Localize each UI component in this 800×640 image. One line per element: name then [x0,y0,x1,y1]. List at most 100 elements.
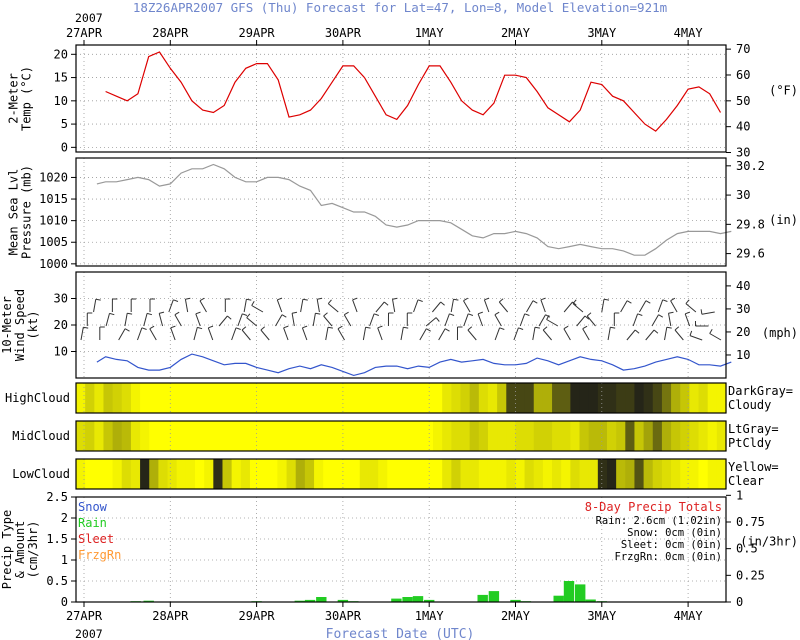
wind-barb [199,300,207,313]
wind-barb [576,315,586,327]
wind-barb-flag [494,311,500,316]
y-tick-label: 1005 [39,235,68,249]
wind-barb-flag [546,314,550,320]
cloud-cell [130,421,141,451]
wind-barb [207,327,214,341]
precip-legend-item: Sleet [78,532,114,546]
cloud-cell [661,421,672,451]
cloud-cell [295,383,306,413]
cloud-cell [149,459,159,489]
cloud-cell [332,421,343,451]
y-axis-label-line: (cm/3hr) [26,521,40,579]
date-label-bottom: 29APR [239,609,276,623]
cloud-cell [76,383,86,413]
cloud-cell [359,383,370,413]
cloud-cell [112,383,123,413]
cloud-cell [689,459,700,489]
wind-barb-flag [392,297,398,300]
wind-barb-flag [141,327,147,330]
cloud-cell [121,383,132,413]
cloud-cell [497,459,507,489]
wind-barb-flag [518,327,524,330]
cloud-cell [185,383,196,413]
right-y-tick-label: 30 [736,302,750,316]
cloud-cell [487,421,498,451]
cloud-cell [359,421,370,451]
wind-barb-flag [317,297,323,300]
cloud-cell [259,421,269,451]
wind-barb-flag [545,314,551,318]
y-axis-label-line: Precip Type [0,510,14,589]
cloud-cell [277,459,288,489]
wind-barb-flag [674,326,680,331]
y-axis-label-line: Pressure (mb) [20,165,34,259]
wind-barb [685,303,697,313]
cloud-cell [451,459,462,489]
wind-barb [538,314,546,327]
cloud-cell [533,383,544,413]
precip-bar [337,599,349,602]
cloud-cell [616,421,626,451]
cloud-cell [634,383,645,413]
wind-barb-flag [670,297,676,302]
precip-bar [402,597,413,602]
cloud-cell [616,459,626,489]
wind-barb-flag [645,300,651,304]
right-y-tick-label: 30 [736,146,750,160]
wind-barb [444,313,450,327]
date-label-bottom: 3MAY [587,609,617,623]
cloud-cell [552,421,562,451]
wind-barb-flag [242,313,248,316]
precip-legend-item: FrzgRn [78,548,121,562]
cloud-cell [588,421,599,451]
wind-barb-flag [499,327,505,330]
cloud-cell [542,421,553,451]
cloud-cell [103,421,114,451]
cloud-cell [231,421,242,451]
wind-barb [626,329,636,341]
wind-barb [275,314,283,327]
wind-barb-flag [197,326,203,330]
cloud-cell [634,421,645,451]
cloud-cell [314,459,324,489]
cloud-cell [149,383,159,413]
cloud-cell [643,459,654,489]
cloud-cell [698,383,709,413]
y-axis-label-line: Temp (°C) [20,66,34,131]
right-unit-label: (°F) [769,84,798,98]
cloud-cell [195,383,205,413]
wind-barb-flag [315,312,321,315]
cloud-cell [259,459,269,489]
y-tick-label: 20 [54,318,68,332]
wind-barb-flag [532,300,538,304]
wind-barb-flag [417,299,423,302]
wind-barb [93,299,97,313]
cloud-legend-line: Clear [728,474,764,488]
cloud-cell [85,421,95,451]
cloud-cell [442,421,452,451]
precip-total-line: Sleet: 0cm (0in) [621,539,722,551]
date-label-top: 28APR [152,26,189,40]
wind-barb-flag [584,315,590,320]
right-y-tick-label: 0.75 [736,515,765,529]
wind-barb [237,313,243,327]
cloud-cell [359,459,370,489]
cloud-cell [195,459,205,489]
wind-barb-flag [251,300,255,306]
y-axis-label-line: (kt) [26,311,40,340]
wind-barb [392,299,396,313]
cloud-cell [689,421,700,451]
cloud-cell [707,459,718,489]
cloud-cell [680,383,690,413]
wind-barb [375,301,385,313]
wind-barb-flag [426,328,431,332]
precip-total-line: Rain: 2.6cm (1.02in) [596,515,722,527]
cloud-cell [268,459,278,489]
wind-barb [291,313,295,327]
wind-barb [301,327,308,341]
series-line [105,51,722,132]
cloud-cell [286,459,297,489]
cloud-cell [405,383,416,413]
wind-barb [193,327,198,341]
wind-barb [657,299,664,313]
